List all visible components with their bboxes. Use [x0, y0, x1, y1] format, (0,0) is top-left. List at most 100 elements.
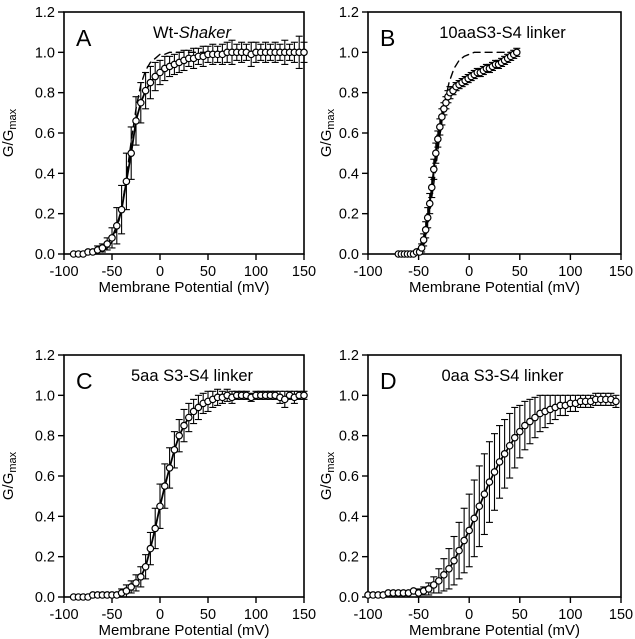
data-point [612, 397, 620, 406]
data-point [300, 48, 308, 57]
data-markers [69, 391, 308, 601]
data-point [146, 544, 155, 553]
series-mean-data [364, 392, 620, 599]
data-point [442, 98, 450, 107]
x-tick-label: -50 [102, 607, 123, 623]
x-tick-label: -100 [49, 607, 78, 623]
y-tick-label: 0.4 [35, 509, 55, 525]
y-tick-label: 0.4 [35, 166, 55, 182]
data-point [435, 577, 443, 585]
data-point [485, 478, 494, 486]
data-point [429, 165, 438, 174]
data-point [470, 514, 479, 523]
data-point [424, 585, 433, 593]
y-axis: 0.0 0.2 0.4 0.6 0.8 1.0 1.2 [339, 5, 368, 263]
y-tick-label: 0.6 [339, 126, 359, 142]
data-point [531, 413, 539, 422]
y-axis-label: G/Gmax [0, 108, 19, 157]
series-mean-data [394, 47, 521, 258]
data-point [113, 221, 121, 230]
y-tick-label: 1.2 [339, 5, 359, 21]
y-axis-label: G/Gmax [0, 451, 19, 500]
data-point [156, 68, 164, 77]
x-tick-label: 0 [465, 264, 473, 280]
data-point [438, 113, 446, 121]
data-point [432, 149, 440, 157]
data-point [475, 502, 484, 511]
panel-D-chart: -100 -50 0 50 100 150 0.0 0.2 0.4 0.6 0.8 1.0 1.2 D 0a… [318, 348, 633, 639]
x-axis-label: Membrane Potential (mV) [409, 622, 580, 639]
x-tick-label: 0 [465, 607, 473, 623]
x-tick-label: -50 [408, 264, 429, 280]
x-axis-label: Membrane Potential (mV) [99, 622, 270, 639]
y-axis-label: G/Gmax [318, 108, 337, 157]
x-axis: -100 -50 0 50 100 150 [353, 597, 633, 623]
data-point [417, 244, 426, 252]
x-tick-label: -50 [102, 264, 123, 280]
data-point [127, 149, 136, 157]
x-tick-label: -100 [353, 264, 382, 280]
y-axis-label: G/Gmax [318, 451, 337, 500]
panel-letter: C [76, 368, 93, 394]
y-axis: 0.0 0.2 0.4 0.6 0.8 1.0 1.2 [339, 348, 368, 606]
panel-D: -100 -50 0 50 100 150 0.0 0.2 0.4 0.6 0.8 1.0 1.2 D 0a… [318, 345, 635, 639]
data-point [423, 213, 432, 222]
data-point [141, 562, 150, 571]
y-tick-label: 1.0 [35, 45, 55, 61]
data-point [280, 395, 289, 404]
fit-dashed-line [412, 51, 518, 253]
data-point [117, 205, 126, 214]
plot-frame [367, 11, 622, 255]
data-point [137, 98, 145, 107]
data-point [146, 78, 155, 87]
y-axis: 0.0 0.2 0.4 0.6 0.8 1.0 1.2 [35, 5, 64, 263]
y-tick-label: 1.2 [339, 348, 359, 364]
data-point [194, 403, 203, 412]
panel-A-chart: -100 -50 0 50 100 150 0.0 0.2 0.4 0.6 0.8 1.0 1.2 A Wt… [0, 5, 316, 296]
data-point [521, 421, 529, 430]
data-point [425, 199, 434, 208]
panel-C: -100 -50 0 50 100 150 0.0 0.2 0.4 0.6 0.8 1.0 1.2 C 5a… [0, 345, 317, 639]
data-point [132, 579, 140, 587]
x-tick-label: 50 [200, 607, 216, 623]
y-tick-label: 1.0 [35, 388, 55, 404]
data-point [156, 502, 164, 511]
data-point [161, 482, 169, 490]
y-tick-label: 0.8 [339, 429, 359, 445]
data-point [465, 526, 474, 535]
x-axis: -100 -50 0 50 100 150 [49, 597, 316, 623]
series-boltzmann-fit [412, 51, 518, 253]
data-point [108, 234, 116, 242]
panel-A: -100 -50 0 50 100 150 0.0 0.2 0.4 0.6 0.8 1.0 1.2 A Wt… [0, 2, 317, 296]
y-tick-label: 1.2 [35, 5, 55, 21]
series-mean-data [69, 35, 308, 258]
data-point [427, 183, 436, 192]
x-tick-label: -100 [353, 607, 382, 623]
x-tick-label: 50 [200, 264, 216, 280]
data-markers [69, 48, 308, 258]
data-point [189, 407, 198, 416]
data-point [440, 571, 448, 579]
panel-B: -100 -50 0 50 100 150 0.0 0.2 0.4 0.6 0.8 1.0 1.2 B 10… [318, 2, 635, 296]
data-point [460, 536, 468, 545]
data-point [127, 583, 136, 591]
series-mean-data [69, 388, 308, 601]
y-tick-label: 0.8 [339, 86, 359, 102]
data-point [137, 573, 145, 581]
data-point [170, 445, 179, 454]
plot-frame [63, 11, 305, 255]
x-tick-label: 0 [156, 607, 164, 623]
error-bars [415, 392, 620, 598]
data-point [151, 72, 160, 81]
data-point [419, 236, 428, 244]
data-point [500, 450, 509, 458]
y-tick-label: 0.4 [339, 509, 359, 525]
x-tick-label: 0 [156, 264, 164, 280]
data-point [440, 105, 448, 113]
x-tick-label: -100 [49, 264, 78, 280]
y-tick-label: 0.0 [339, 590, 359, 606]
x-axis-label: Membrane Potential (mV) [99, 279, 270, 296]
panel-B-chart: -100 -50 0 50 100 150 0.0 0.2 0.4 0.6 0.8 1.0 1.2 B 10… [318, 5, 633, 296]
data-point [505, 441, 514, 450]
